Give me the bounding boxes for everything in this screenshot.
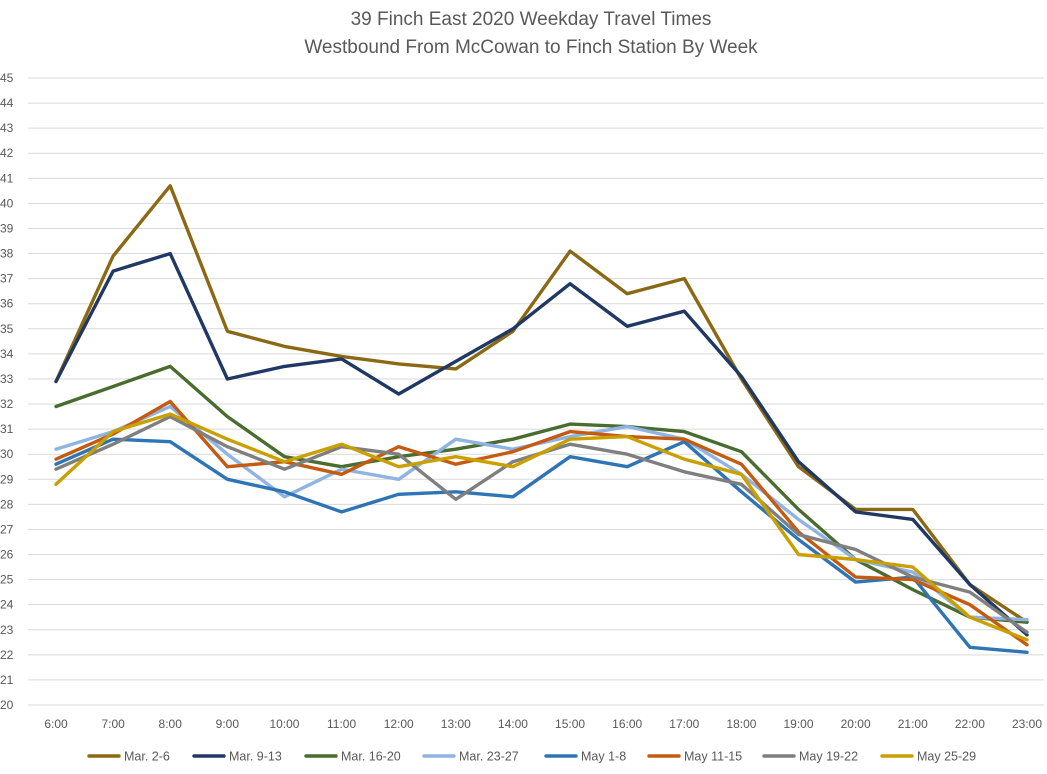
y-tick-label: 40	[0, 196, 14, 210]
y-tick-label: 22	[0, 648, 14, 662]
y-tick-label: 34	[0, 347, 14, 361]
x-tick-label: 10:00	[269, 717, 299, 731]
y-tick-label: 38	[0, 247, 14, 261]
series-line-6	[54, 414, 1029, 634]
x-tick-label: 20:00	[841, 717, 871, 731]
series-line-5	[54, 399, 1029, 647]
legend-label-0: Mar. 2-6	[124, 750, 170, 764]
x-tick-label: 21:00	[898, 717, 928, 731]
x-tick-label: 9:00	[216, 717, 240, 731]
y-tick-label: 21	[0, 673, 14, 687]
y-tick-label: 37	[0, 272, 14, 286]
x-tick-label: 7:00	[101, 717, 125, 731]
y-tick-label: 32	[0, 397, 14, 411]
series-line-7	[54, 412, 1029, 642]
x-tick-label: 22:00	[955, 717, 985, 731]
legend-label-2: Mar. 16-20	[341, 750, 401, 764]
y-tick-label: 43	[0, 121, 14, 135]
y-tick-label: 28	[0, 497, 14, 511]
y-tick-label: 35	[0, 322, 14, 336]
gridlines	[28, 77, 1044, 706]
y-tick-label: 39	[0, 221, 14, 235]
x-axis-ticks: 6:00 7:00 8:00 9:00 10:00 11:00 12:00 13:00 14:0…	[44, 717, 1042, 731]
x-tick-label: 15:00	[555, 717, 585, 731]
x-tick-label: 6:00	[44, 717, 68, 731]
x-tick-label: 23:00	[1012, 717, 1042, 731]
x-tick-label: 11:00	[327, 717, 356, 731]
legend: Mar. 2-6 Mar. 9-13 Mar. 16-20 Mar. 23-27 May…	[87, 750, 976, 764]
y-tick-label: 29	[0, 472, 14, 486]
y-tick-label: 27	[0, 522, 14, 536]
x-tick-label: 17:00	[669, 717, 699, 731]
x-tick-label: 12:00	[384, 717, 414, 731]
y-tick-label: 24	[0, 598, 14, 612]
legend-label-1: Mar. 9-13	[229, 750, 282, 764]
x-tick-label: 8:00	[159, 717, 183, 731]
y-tick-label: 44	[0, 96, 14, 110]
legend-label-7: May 25-29	[917, 750, 976, 764]
legend-label-4: May 1-8	[581, 750, 626, 764]
series-lines	[54, 184, 1029, 654]
y-tick-label: 42	[0, 146, 14, 160]
legend-label-3: Mar. 23-27	[459, 750, 519, 764]
y-tick-label: 25	[0, 573, 14, 587]
legend-label-5: May 11-15	[684, 750, 742, 764]
x-tick-label: 14:00	[498, 717, 528, 731]
series-line-4	[54, 437, 1029, 654]
series-line-1	[54, 251, 1029, 637]
x-tick-label: 13:00	[441, 717, 471, 731]
y-tick-label: 36	[0, 297, 14, 311]
y-axis-ticks: 20 21 22 23 24 25 26 27 28 29 30 31 32 33 34 35 36 37 38 39…	[0, 71, 14, 712]
y-tick-label: 33	[0, 372, 14, 386]
series-line-2	[54, 364, 1029, 624]
legend-label-6: May 19-22	[799, 750, 858, 764]
series-line-0	[54, 184, 1029, 624]
x-tick-label: 16:00	[612, 717, 642, 731]
x-tick-label: 18:00	[726, 717, 756, 731]
y-tick-label: 30	[0, 447, 14, 461]
chart-title: 39 Finch East 2020 Weekday Travel Times	[351, 9, 712, 30]
chart-subtitle: Westbound From McCowan to Finch Station …	[304, 37, 758, 58]
y-tick-label: 45	[0, 71, 14, 85]
y-tick-label: 20	[0, 698, 14, 712]
y-tick-label: 31	[0, 422, 14, 436]
y-tick-label: 23	[0, 623, 14, 637]
y-tick-label: 26	[0, 548, 14, 562]
y-tick-label: 41	[0, 171, 14, 185]
x-tick-label: 19:00	[784, 717, 814, 731]
